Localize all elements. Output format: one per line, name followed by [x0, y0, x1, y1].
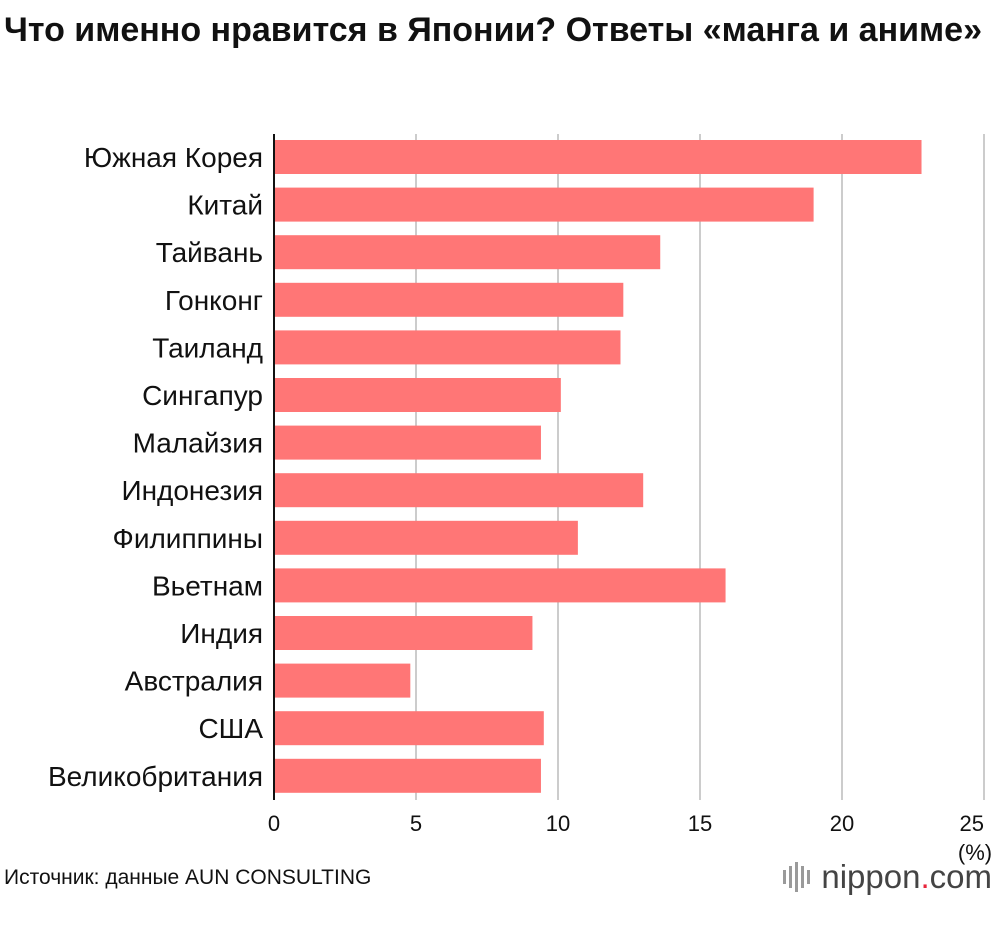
source-note: Источник: данные AUN CONSULTING	[4, 866, 372, 889]
x-tick-label: 5	[410, 811, 422, 836]
category-label: Индонезия	[121, 475, 263, 506]
category-label: США	[198, 713, 263, 744]
bar	[274, 473, 644, 508]
grid-lines	[415, 134, 985, 800]
bar	[274, 758, 541, 793]
tick-labels: 0 5 10 15 20 25	[268, 811, 984, 836]
category-label: Малайзия	[133, 428, 263, 459]
category-label: Тайвань	[156, 237, 263, 268]
category-label: Китай	[187, 190, 263, 221]
logo-name: nippon	[821, 858, 921, 895]
logo-dot: .	[920, 858, 930, 895]
logo-mark-icon	[783, 862, 813, 892]
chart-title: Что именно нравится в Японии? Ответы «ма…	[4, 11, 982, 49]
category-label: Великобритания	[48, 761, 263, 792]
bar	[274, 568, 726, 603]
category-label: Австралия	[125, 666, 263, 697]
x-tick-label: 15	[688, 811, 712, 836]
category-label: Таиланд	[152, 332, 263, 363]
category-label: Южная Корея	[84, 142, 263, 173]
category-label: Вьетнам	[152, 570, 263, 601]
bar	[274, 616, 533, 650]
logo-tld: com	[929, 858, 992, 895]
bar	[274, 282, 624, 317]
bar	[274, 711, 544, 746]
x-tick-label: 25	[960, 811, 984, 836]
bar	[274, 663, 411, 698]
category-label: Гонконг	[165, 285, 263, 316]
bar	[274, 187, 814, 222]
bar	[274, 378, 561, 412]
category-label: Индия	[180, 618, 263, 649]
bar	[274, 330, 621, 365]
category-label: Сингапур	[142, 380, 263, 411]
x-tick-label: 20	[830, 811, 854, 836]
category-labels: Южная Корея Китай Тайвань Гонконг Таиланд Син…	[48, 142, 263, 792]
bar	[274, 235, 661, 270]
bar	[274, 425, 541, 460]
bars	[274, 140, 922, 793]
unit-label: (%)	[958, 840, 992, 865]
nippon-logo: nippon. com	[783, 858, 992, 896]
x-tick-label: 10	[546, 811, 570, 836]
bar	[274, 140, 922, 174]
bar	[274, 520, 578, 555]
category-label: Филиппины	[113, 523, 263, 554]
x-tick-label: 0	[268, 811, 280, 836]
